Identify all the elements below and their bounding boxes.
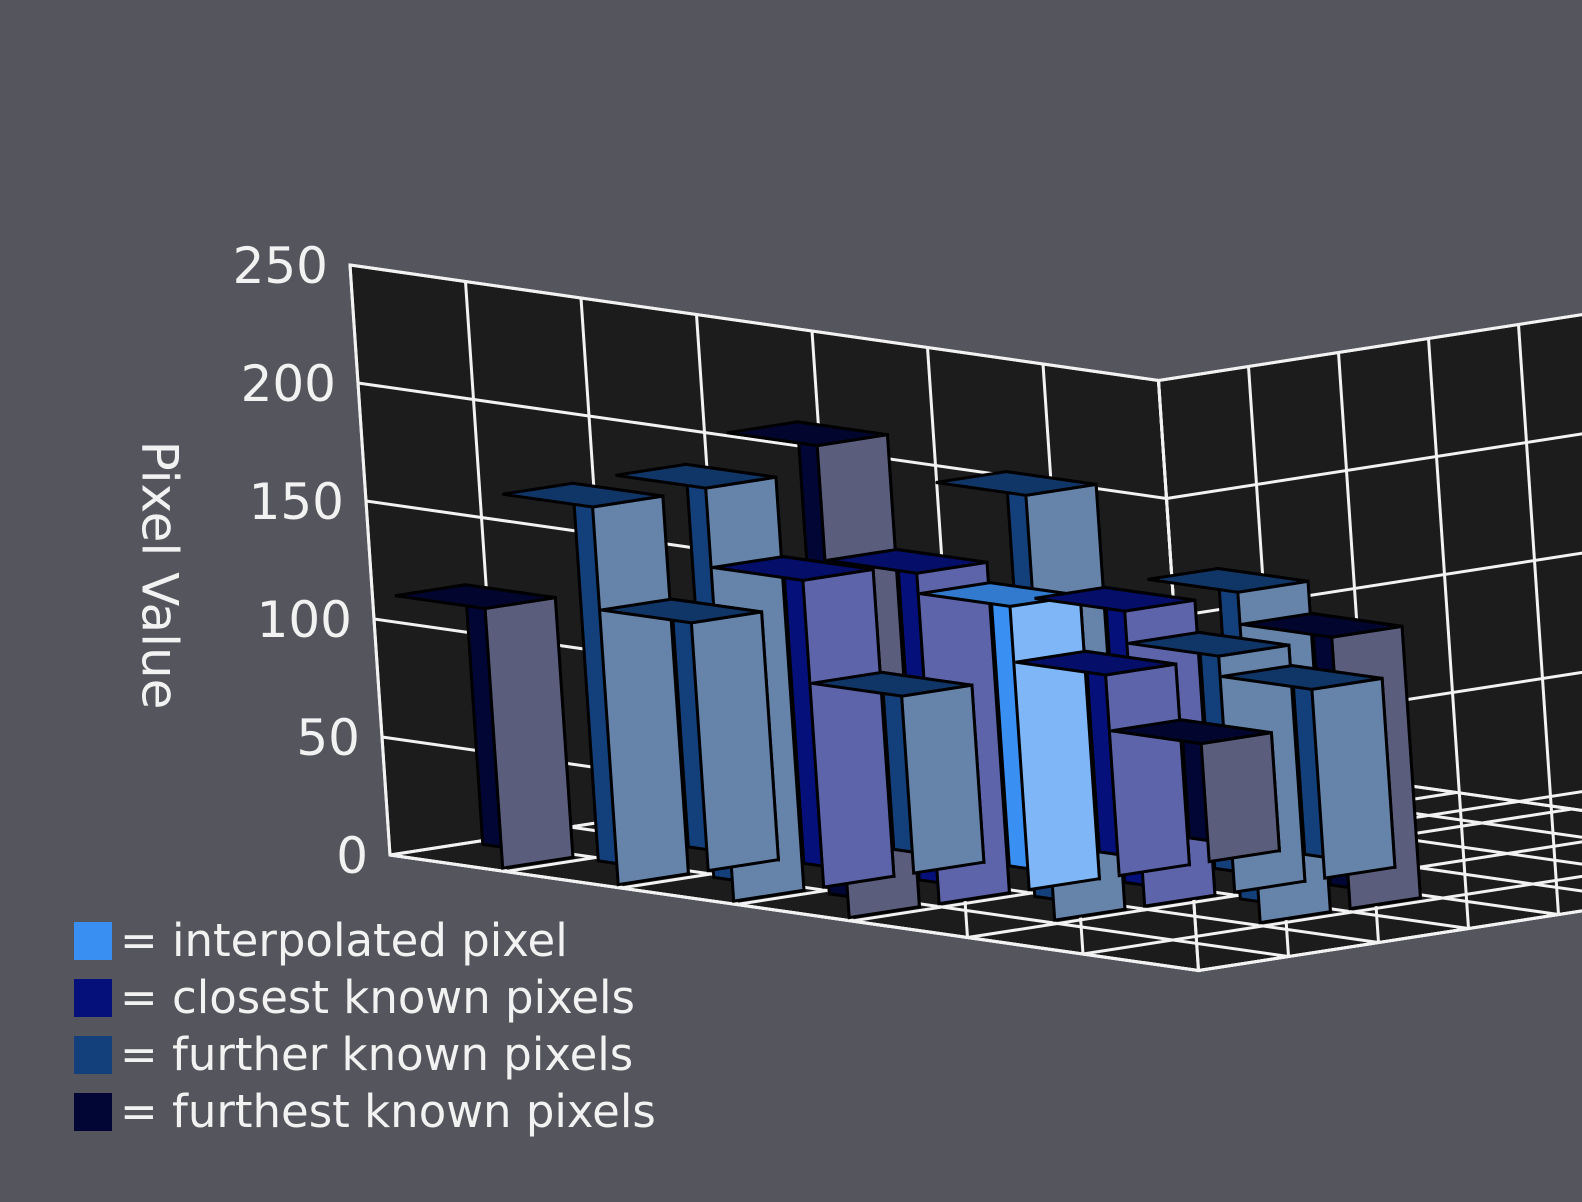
legend-swatch-interpolated [74, 921, 112, 960]
bar-top-face [1221, 664, 1383, 691]
bar-side-face [900, 683, 986, 875]
back-wall-gridline [349, 263, 1159, 382]
bar [1110, 718, 1282, 864]
bar-top-face [1128, 630, 1290, 658]
legend-label-interpolated: = interpolated pixel [120, 913, 568, 967]
bar-side-face [1310, 676, 1397, 880]
bar-top-face [712, 555, 874, 582]
bar-top-face [811, 670, 973, 698]
z-tick-label: 250 [233, 237, 328, 295]
legend-swatch-further [74, 1035, 112, 1074]
bar [712, 554, 896, 889]
bar-top-face [826, 547, 988, 575]
bar-side-face [1199, 730, 1281, 864]
bar-top-face [502, 481, 664, 509]
bar-top-face [935, 470, 1097, 497]
legend-label-further: = further known pixels [120, 1027, 634, 1081]
floor-gridline [389, 853, 1199, 972]
z-tick-label: 0 [336, 827, 368, 885]
back-wall-vertical-gridline [348, 264, 392, 856]
z-axis-ticks: 0 50 100 150 200 250 [233, 237, 368, 885]
bar [811, 670, 986, 875]
z-tick-label: 100 [257, 591, 352, 649]
bar-top-face [726, 420, 888, 448]
bar-top-face [601, 597, 762, 625]
bar [502, 481, 691, 887]
side-wall-vertical-gridline [1517, 324, 1560, 915]
bar-top-face [1241, 611, 1403, 639]
bar-top-face [1015, 649, 1177, 677]
legend-item-closest: = closest known pixels [74, 969, 656, 1026]
z-tick-label: 150 [249, 473, 344, 531]
bar-side-face [1104, 662, 1191, 878]
z-tick-label: 50 [296, 709, 360, 767]
legend-label-furthest: = furthest known pixels [120, 1084, 656, 1138]
legend-item-interpolated: = interpolated pixel [74, 912, 656, 969]
legend-swatch-furthest [74, 1092, 112, 1131]
y-axis-title: Pixel Value [131, 441, 189, 710]
legend-label-closest: = closest known pixels [120, 970, 635, 1024]
bar-top-face [1034, 585, 1196, 613]
bar-side-face [689, 610, 780, 873]
legend-swatch-closest [74, 978, 112, 1017]
bar-top-face [615, 462, 777, 490]
chart-bars [394, 420, 1423, 925]
bar-top-face [394, 583, 556, 611]
side-wall-vertical-gridline [1427, 338, 1470, 929]
legend: = interpolated pixel = closest known pix… [74, 912, 656, 1140]
bar [394, 583, 575, 870]
legend-item-further: = further known pixels [74, 1026, 656, 1083]
bar-top-face [1147, 566, 1309, 594]
bar [601, 597, 781, 873]
legend-item-furthest: = furthest known pixels [74, 1083, 656, 1140]
bar [1221, 663, 1397, 880]
bar-top-face [1110, 718, 1272, 746]
z-tick-label: 200 [241, 355, 336, 413]
